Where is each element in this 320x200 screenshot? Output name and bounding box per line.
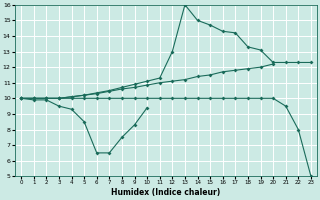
X-axis label: Humidex (Indice chaleur): Humidex (Indice chaleur) <box>111 188 221 197</box>
